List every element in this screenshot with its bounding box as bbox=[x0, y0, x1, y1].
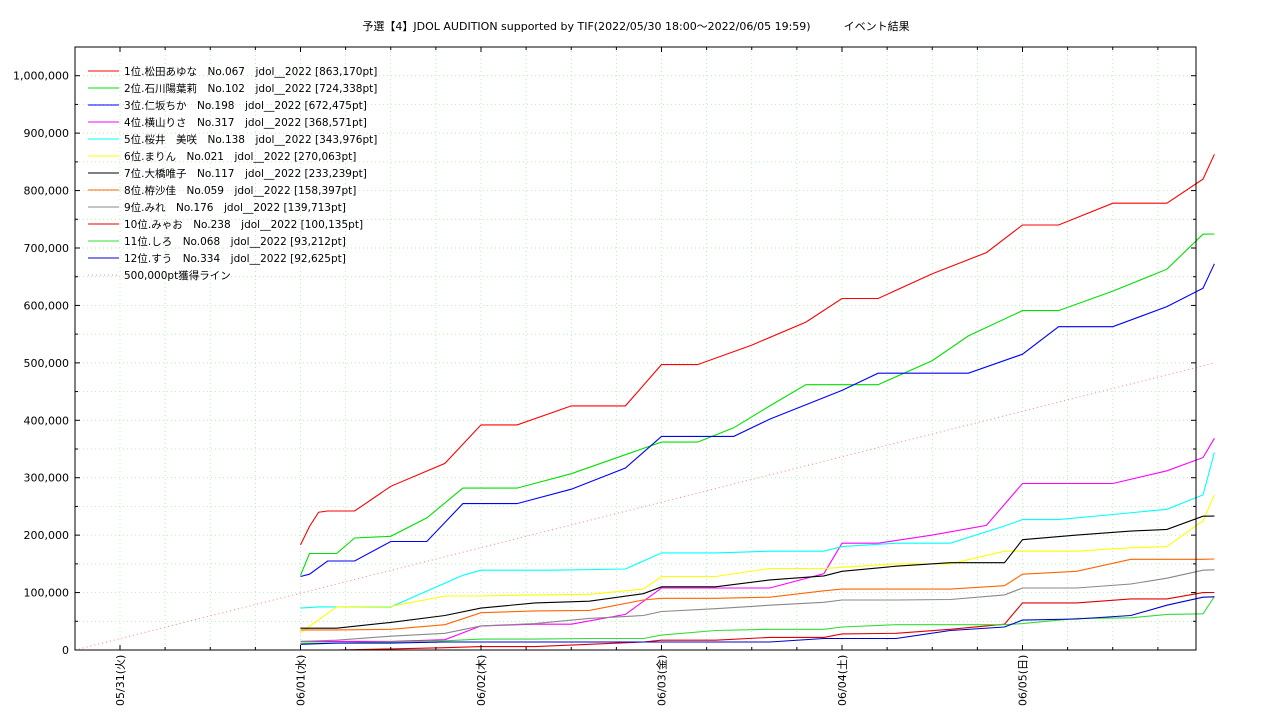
legend-item: 7位.大橋唯子 No.117 jdol__2022 [233,239pt] bbox=[124, 167, 367, 180]
x-tick-label: 06/04(土) bbox=[836, 655, 849, 706]
plot-frame bbox=[74, 46, 1197, 651]
y-tick-label: 1,000,000 bbox=[13, 70, 69, 83]
grid bbox=[75, 47, 1196, 650]
plot-area bbox=[74, 154, 1215, 651]
y-tick-label: 600,000 bbox=[24, 299, 70, 312]
x-tick-label: 06/02(木) bbox=[475, 655, 488, 706]
series-line-8 bbox=[300, 558, 1215, 631]
y-tick-label: 900,000 bbox=[24, 127, 70, 140]
legend-item: 3位.仁坂ちか No.198 jdol__2022 [672,475pt] bbox=[124, 99, 367, 112]
legend-item: 10位.みゃお No.238 jdol__2022 [100,135pt] bbox=[124, 218, 363, 231]
legend-item: 500,000pt獲得ライン bbox=[124, 269, 231, 282]
legend: 1位.松田あゆな No.067 jdol__2022 [863,170pt] 2位… bbox=[88, 65, 377, 282]
legend-item: 9位.みれ No.176 jdol__2022 [139,713pt] bbox=[124, 201, 346, 214]
series-line-1 bbox=[300, 154, 1215, 546]
legend-item: 11位.しろ No.068 jdol__2022 [93,212pt] bbox=[124, 235, 346, 248]
x-tick-label: 05/31(火) bbox=[114, 655, 127, 706]
axes: 0 100,000 200,000 300,000 400,000 500,000 600,… bbox=[13, 47, 1196, 706]
legend-item: 5位.桜井 美咲 No.138 jdol__2022 [343,976pt] bbox=[124, 133, 377, 146]
series-line-6 bbox=[300, 494, 1215, 634]
y-tick-label: 0 bbox=[62, 644, 69, 657]
series-line-3 bbox=[300, 263, 1215, 578]
legend-item: 8位.栫沙佳 No.059 jdol__2022 [158,397pt] bbox=[124, 184, 356, 197]
series-line-4 bbox=[300, 438, 1215, 642]
series-line-9 bbox=[300, 569, 1215, 642]
series-line-12 bbox=[300, 596, 1215, 645]
series-line-11 bbox=[300, 596, 1215, 644]
series-line-10 bbox=[300, 591, 1215, 651]
x-tick-label: 06/01(水) bbox=[295, 655, 308, 706]
y-tick-label: 300,000 bbox=[24, 472, 70, 485]
y-tick-label: 800,000 bbox=[24, 185, 70, 198]
series-line-5 bbox=[300, 452, 1215, 609]
x-tick-label: 06/03(金) bbox=[655, 655, 669, 706]
legend-item: 2位.石川陽葉莉 No.102 jdol__2022 [724,338pt] bbox=[124, 82, 377, 95]
legend-item: 12位.すう No.334 jdol__2022 [92,625pt] bbox=[124, 252, 346, 265]
y-tick-label: 400,000 bbox=[24, 414, 70, 427]
chart-title: 予選【4】JDOL AUDITION supported by TIF(2022… bbox=[362, 19, 909, 33]
y-tick-label: 700,000 bbox=[24, 242, 70, 255]
y-tick-label: 200,000 bbox=[24, 529, 70, 542]
y-tick-label: 100,000 bbox=[24, 587, 70, 600]
series-line-2 bbox=[299, 233, 1215, 576]
legend-item: 1位.松田あゆな No.067 jdol__2022 [863,170pt] bbox=[124, 65, 377, 78]
legend-item: 6位.まりん No.021 jdol__2022 [270,063pt] bbox=[124, 150, 356, 163]
legend-item: 4位.横山りさ No.317 jdol__2022 [368,571pt] bbox=[124, 116, 367, 129]
series-line-7 bbox=[300, 515, 1215, 629]
x-tick-label: 06/05(日) bbox=[1017, 655, 1030, 706]
y-tick-label: 500,000 bbox=[24, 357, 70, 370]
